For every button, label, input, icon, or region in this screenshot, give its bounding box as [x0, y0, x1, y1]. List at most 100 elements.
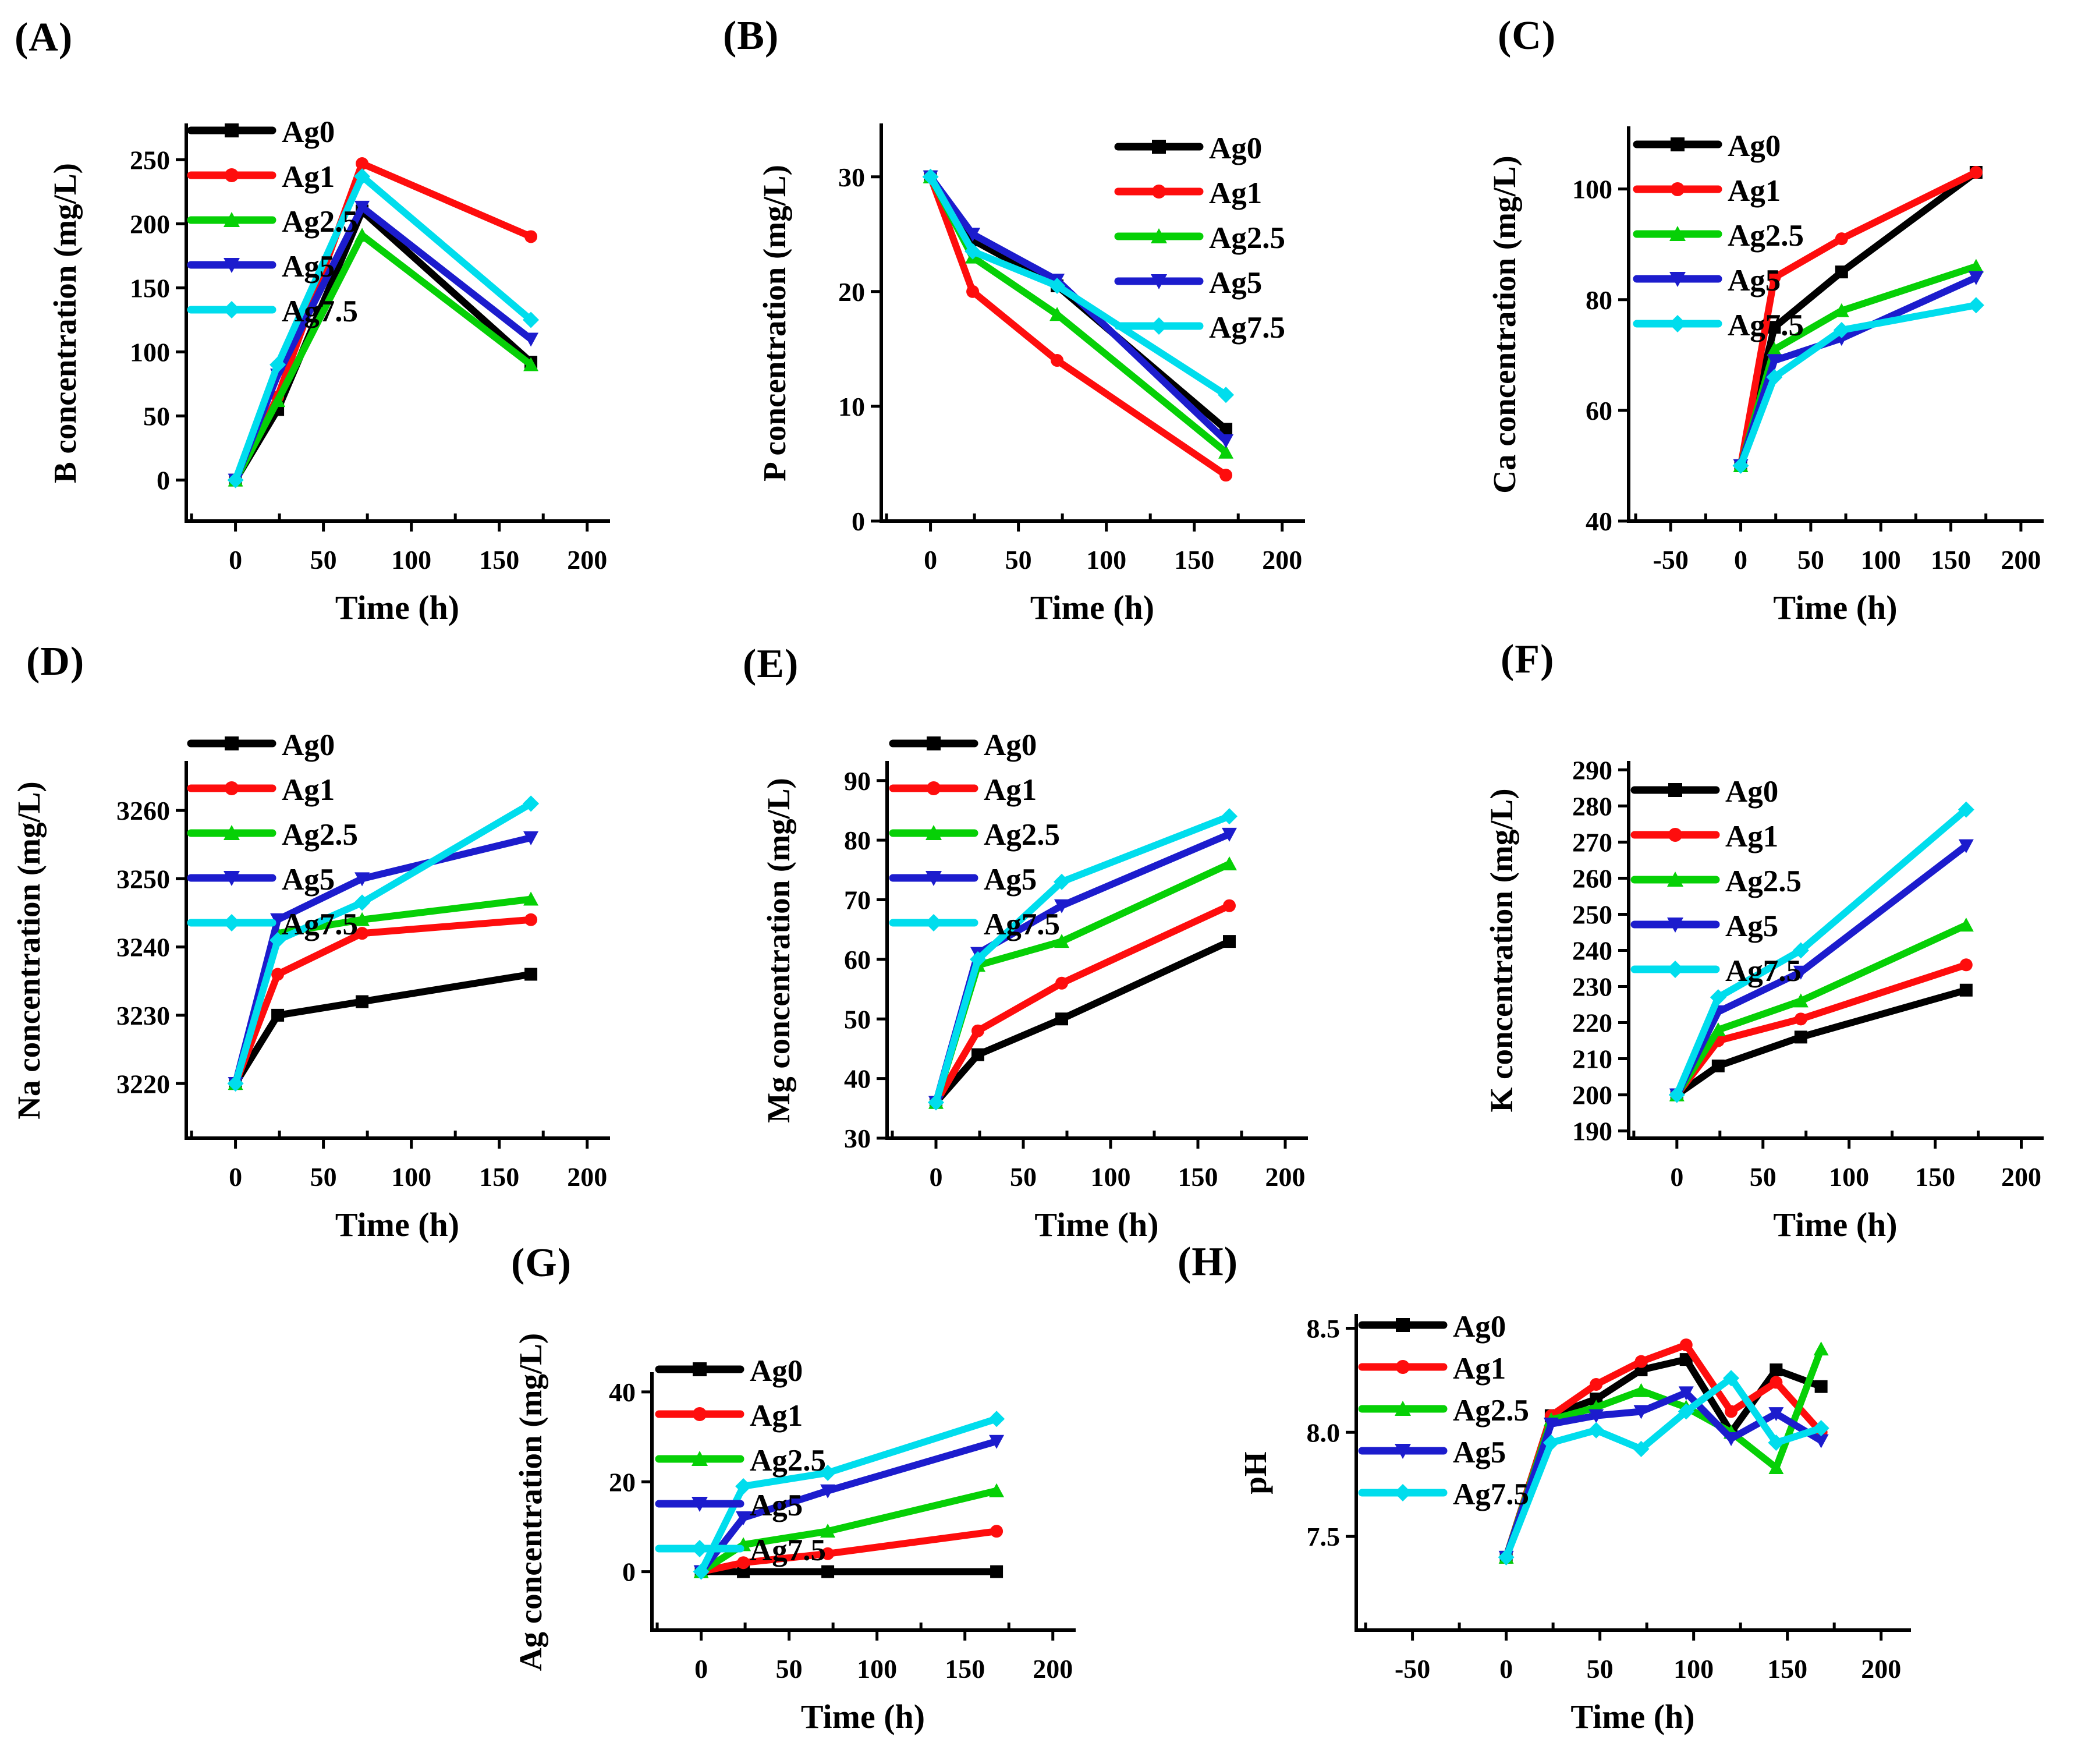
tick-labels: 0 10 20 30 0 50 100 150 200 — [838, 162, 1302, 575]
svg-text:100: 100 — [130, 338, 170, 367]
axes — [1627, 126, 2044, 523]
svg-text:3250: 3250 — [116, 864, 170, 894]
legend: Ag0 Ag1 Ag2.5 Ag5 Ag7.5 — [187, 115, 358, 328]
svg-text:200: 200 — [1572, 1081, 1612, 1110]
svg-text:240: 240 — [1572, 936, 1612, 966]
legend-label-Ag1: Ag1 — [282, 160, 335, 194]
svg-text:3260: 3260 — [116, 796, 170, 826]
axis-titles: Time (h) Na concentration (mg/L) — [11, 781, 459, 1244]
panel-a-label: (A) — [15, 15, 73, 60]
ticks — [641, 1390, 1055, 1641]
legend-label-Ag2.5: Ag2.5 — [1209, 221, 1285, 255]
tick-labels: 40 60 80 100 -50 0 50 100 150 200 — [1572, 175, 2041, 575]
svg-text:50: 50 — [310, 1162, 337, 1192]
svg-text:290: 290 — [1572, 756, 1612, 785]
chart-g: 0 20 40 0 50 100 150 200 Time (h) Ag concentratio… — [513, 1333, 1076, 1735]
svg-text:100: 100 — [391, 1162, 431, 1192]
panel-e-label: (E) — [743, 642, 799, 686]
legend-label-Ag7.5: Ag7.5 — [1725, 954, 1802, 988]
svg-text:210: 210 — [1572, 1044, 1612, 1074]
legend-label-Ag7.5: Ag7.5 — [984, 908, 1060, 941]
series-Ag7.5 — [1732, 297, 1984, 474]
svg-text:3220: 3220 — [116, 1069, 170, 1099]
legend-label-Ag7.5: Ag7.5 — [750, 1533, 826, 1567]
legend-label-Ag0: Ag0 — [750, 1354, 803, 1388]
svg-text:40: 40 — [1586, 506, 1612, 536]
axis-titles: Time (h) pH — [1237, 1451, 1695, 1735]
axes — [885, 761, 1308, 1140]
legend-label-Ag7.5: Ag7.5 — [282, 295, 358, 328]
svg-text:200: 200 — [2001, 1162, 2041, 1192]
legend-label-Ag1: Ag1 — [282, 773, 335, 807]
axis-titles: Time (h) Ag concentration (mg/L) — [513, 1333, 925, 1735]
svg-text:3240: 3240 — [116, 933, 170, 962]
svg-text:50: 50 — [1010, 1162, 1037, 1192]
svg-text:230: 230 — [1572, 972, 1612, 1002]
legend-label-Ag2.5: Ag2.5 — [984, 818, 1060, 852]
y-axis-title: K concentration (mg/L) — [1484, 788, 1519, 1112]
svg-text:280: 280 — [1572, 792, 1612, 821]
legend-label-Ag5: Ag5 — [282, 863, 335, 897]
svg-text:80: 80 — [1586, 285, 1612, 315]
legend-label-Ag0: Ag0 — [1453, 1310, 1506, 1344]
svg-text:100: 100 — [391, 545, 431, 575]
svg-text:80: 80 — [844, 826, 871, 855]
x-axis-title: Time (h) — [1570, 1698, 1694, 1735]
panel-f-label: (F) — [1501, 637, 1555, 682]
svg-text:50: 50 — [1587, 1654, 1614, 1684]
legend-label-Ag2.5: Ag2.5 — [282, 818, 358, 852]
axes — [185, 761, 610, 1140]
legend: Ag0 Ag1 Ag2.5 Ag5 Ag7.5 — [1633, 129, 1804, 342]
svg-text:0: 0 — [924, 545, 937, 575]
svg-text:100: 100 — [1086, 545, 1126, 575]
panel-b-label: (B) — [723, 13, 779, 58]
svg-text:50: 50 — [776, 1654, 803, 1684]
svg-text:260: 260 — [1572, 864, 1612, 894]
chart-d: 3220 3230 3240 3250 3260 0 50 100 150 200 Time (h)… — [11, 728, 610, 1244]
series-Ag0 — [229, 204, 538, 487]
axis-titles: Time (h) Ca concentration (mg/L) — [1487, 155, 1898, 626]
svg-text:250: 250 — [130, 146, 170, 175]
chart-a: 0 50 100 150 200 250 0 50 100 150 200 Time (h) B con… — [47, 115, 610, 626]
svg-text:50: 50 — [310, 545, 337, 575]
svg-text:200: 200 — [1265, 1162, 1306, 1192]
svg-text:100: 100 — [1091, 1162, 1131, 1192]
legend-label-Ag5: Ag5 — [750, 1489, 803, 1522]
ticks — [871, 175, 1284, 532]
svg-text:0: 0 — [694, 1654, 708, 1684]
legend: Ag0 Ag1 Ag2.5 Ag5 Ag7.5 — [1114, 132, 1285, 345]
ticks — [1346, 1326, 1883, 1641]
panel-d-label: (D) — [26, 639, 85, 684]
axis-titles: Time (h) Mg concentration (mg/L) — [761, 778, 1159, 1244]
svg-text:150: 150 — [945, 1654, 985, 1684]
svg-text:0: 0 — [229, 545, 242, 575]
svg-text:50: 50 — [1750, 1162, 1776, 1192]
series-Ag7.5 — [227, 168, 540, 488]
x-axis-title: Time (h) — [1773, 589, 1897, 626]
legend-label-Ag7.5: Ag7.5 — [282, 908, 358, 941]
svg-text:100: 100 — [857, 1654, 897, 1684]
legend: Ag0 Ag1 Ag2.5 Ag5 Ag7.5 — [889, 728, 1060, 941]
svg-text:190: 190 — [1572, 1117, 1612, 1146]
svg-text:40: 40 — [609, 1377, 636, 1407]
series-Ag7.5 — [1498, 1370, 1829, 1565]
ticks — [877, 779, 1287, 1149]
axes — [880, 123, 1305, 523]
legend-label-Ag1: Ag1 — [1453, 1352, 1506, 1386]
svg-text:70: 70 — [844, 885, 871, 915]
svg-text:8.5: 8.5 — [1307, 1314, 1341, 1344]
svg-text:0: 0 — [622, 1557, 636, 1587]
legend-label-Ag1: Ag1 — [1209, 176, 1262, 210]
legend-label-Ag2.5: Ag2.5 — [1728, 219, 1804, 253]
svg-text:150: 150 — [479, 545, 519, 575]
legend-label-Ag5: Ag5 — [1209, 266, 1262, 300]
series-Ag5 — [1498, 1386, 1829, 1565]
series-Ag5 — [923, 170, 1234, 449]
ticks — [176, 809, 589, 1149]
svg-text:200: 200 — [567, 1162, 607, 1192]
x-axis-title: Time (h) — [335, 589, 459, 626]
x-axis-title: Time (h) — [1034, 1206, 1158, 1244]
legend: Ag0 Ag1 Ag2.5 Ag5 Ag7.5 — [1358, 1310, 1529, 1511]
axis-titles: Time (h) K concentration (mg/L) — [1484, 788, 1898, 1244]
